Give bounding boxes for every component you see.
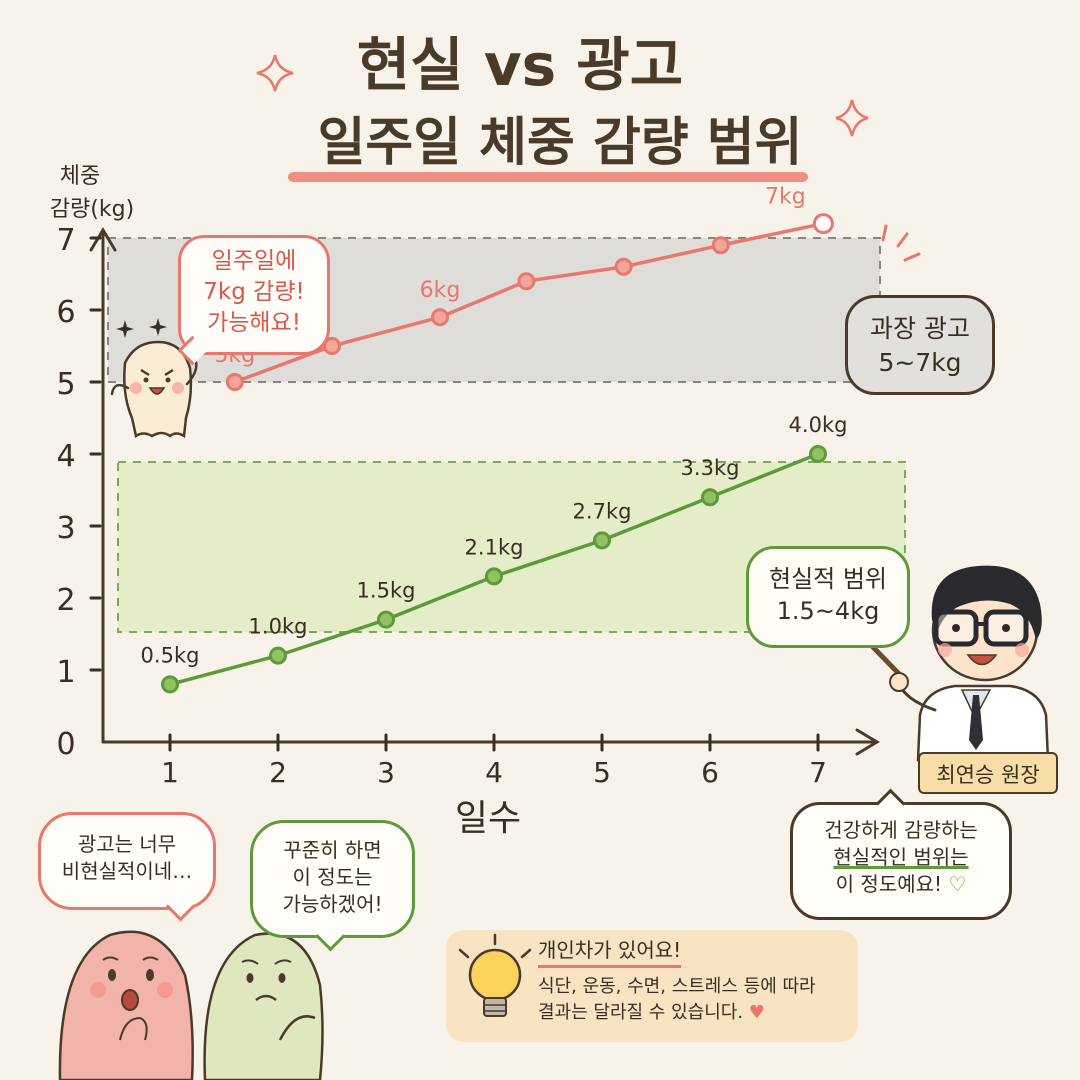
- heart-icon: ♡: [948, 872, 967, 896]
- doctor-speech-text: 건강하게 감량하는: [824, 818, 978, 842]
- doctor-speech-text: 현실적인 범위는: [833, 845, 969, 869]
- x-tick-label: 1: [161, 756, 179, 789]
- skeptic-speech-text: 광고는 너무: [77, 832, 177, 856]
- ad-range-box: 과장 광고 5~7kg: [845, 295, 995, 395]
- ad-claim-text: 일주일에: [211, 248, 297, 274]
- data-point: [701, 488, 719, 507]
- data-point: [323, 337, 341, 355]
- data-point: [614, 257, 633, 276]
- y-tick-label: 7: [56, 223, 75, 258]
- data-point: [812, 213, 834, 235]
- data-label: 7kg: [765, 185, 806, 210]
- hopeful-speech-text: 꾸준히 하면: [283, 838, 382, 862]
- data-point: [377, 610, 395, 629]
- data-label: 4.0kg: [789, 413, 848, 437]
- data-point: [225, 373, 244, 391]
- data-label: 2.7kg: [573, 499, 632, 523]
- axes: [89, 227, 880, 756]
- surprised-character: [58, 930, 194, 1080]
- data-point: [809, 445, 827, 463]
- skeptic-speech-bubble: 광고는 너무 비현실적이네…: [38, 812, 216, 910]
- worried-character: [203, 932, 324, 1080]
- sparkle-icon: [256, 54, 294, 92]
- title-underline: [288, 172, 808, 182]
- data-point: [593, 531, 611, 550]
- data-point: [517, 272, 536, 291]
- tip-content: 개인차가 있어요! 식단, 운동, 수면, 스트레스 등에 따라 결과는 달라질…: [538, 936, 848, 1026]
- x-tick-label: 5: [593, 756, 611, 789]
- title-line-1: 현실 vs 광고: [357, 31, 683, 99]
- y-axis-label: 체중: [60, 164, 100, 189]
- x-tick-label: 4: [485, 756, 503, 789]
- tip-title: 개인차가 있어요!: [538, 936, 682, 968]
- tip-body-line: 결과는 달라질 수 있습니다. ♥: [538, 1002, 765, 1024]
- y-tick-label: 4: [56, 439, 75, 474]
- x-tick-label: 3: [377, 756, 395, 789]
- data-label: 3.3kg: [681, 456, 740, 480]
- y-axis-arrow-icon: [89, 227, 117, 252]
- ad-range-value: 5~7kg: [878, 347, 962, 377]
- y-tick-label: 6: [56, 295, 75, 330]
- y-tick-label: 2: [56, 583, 75, 618]
- hopeful-speech-text: 이 정도는: [292, 865, 373, 889]
- y-tick-label: 3: [56, 511, 75, 546]
- data-label: 1.0kg: [249, 615, 308, 639]
- ad-claim-text: 7kg 감량!: [203, 279, 305, 306]
- ad-range-label: 과장 광고: [870, 314, 970, 343]
- data-point: [161, 675, 179, 694]
- data-label: 6kg: [420, 278, 461, 303]
- heart-icon: ♥: [748, 1002, 765, 1024]
- data-label: 1.5kg: [357, 579, 416, 603]
- data-label: 0.5kg: [141, 643, 200, 667]
- x-tick-label: 7: [809, 756, 827, 789]
- skeptic-speech-text: 비현실적이네…: [61, 859, 193, 883]
- doctor-character: [865, 565, 1050, 762]
- ad-claim-bubble: 일주일에 7kg 감량! 가능해요!: [178, 235, 330, 355]
- emphasis-marks-icon: [881, 224, 921, 262]
- data-point: [485, 567, 503, 586]
- hopeful-speech-text: 가능하겠어!: [282, 892, 383, 916]
- title-line-2: 일주일 체중 감량 범위: [318, 113, 803, 173]
- realistic-range-label: 현실적 범위: [768, 565, 888, 593]
- sparkle-icon: [835, 99, 869, 137]
- tip-body-line: 식단, 운동, 수면, 스트레스 등에 따라: [538, 976, 816, 997]
- x-axis-label: 일수: [455, 798, 521, 839]
- data-point: [711, 236, 730, 255]
- ad-claim-text: 가능해요!: [207, 310, 301, 337]
- x-tick-label: 2: [269, 756, 287, 789]
- y-tick-label: 1: [56, 655, 75, 690]
- data-point: [431, 308, 449, 327]
- x-axis-arrow-icon: [855, 728, 880, 756]
- y-tick-label: 0: [56, 727, 75, 762]
- doctor-speech-bubble: 건강하게 감량하는 현실적인 범위는 이 정도예요! ♡: [790, 802, 1012, 920]
- realistic-series: 0.5kg 1.0kg 1.5kg 2.1kg 2.7kg 3.3kg 4.0kg: [141, 413, 848, 694]
- hopeful-speech-bubble: 꾸준히 하면 이 정도는 가능하겠어!: [250, 820, 415, 938]
- y-axis-label: 감량(kg): [50, 197, 134, 222]
- doctor-speech-text: 이 정도예요! ♡: [835, 872, 967, 896]
- axis-ticks: 0 1 2 3 4 5 6 7 1 2 3 4 5 6 7: [56, 223, 826, 789]
- excited-character: [110, 318, 198, 439]
- lightbulb-icon: [458, 933, 532, 1017]
- doctor-name-tag: 최연승 원장: [918, 752, 1058, 794]
- realistic-range-value: 1.5~4kg: [776, 597, 880, 626]
- y-tick-label: 5: [56, 367, 75, 402]
- x-tick-label: 6: [701, 756, 719, 789]
- realistic-range-box: 현실적 범위 1.5~4kg: [746, 546, 910, 648]
- data-label: 2.1kg: [465, 535, 524, 559]
- data-point: [269, 646, 287, 665]
